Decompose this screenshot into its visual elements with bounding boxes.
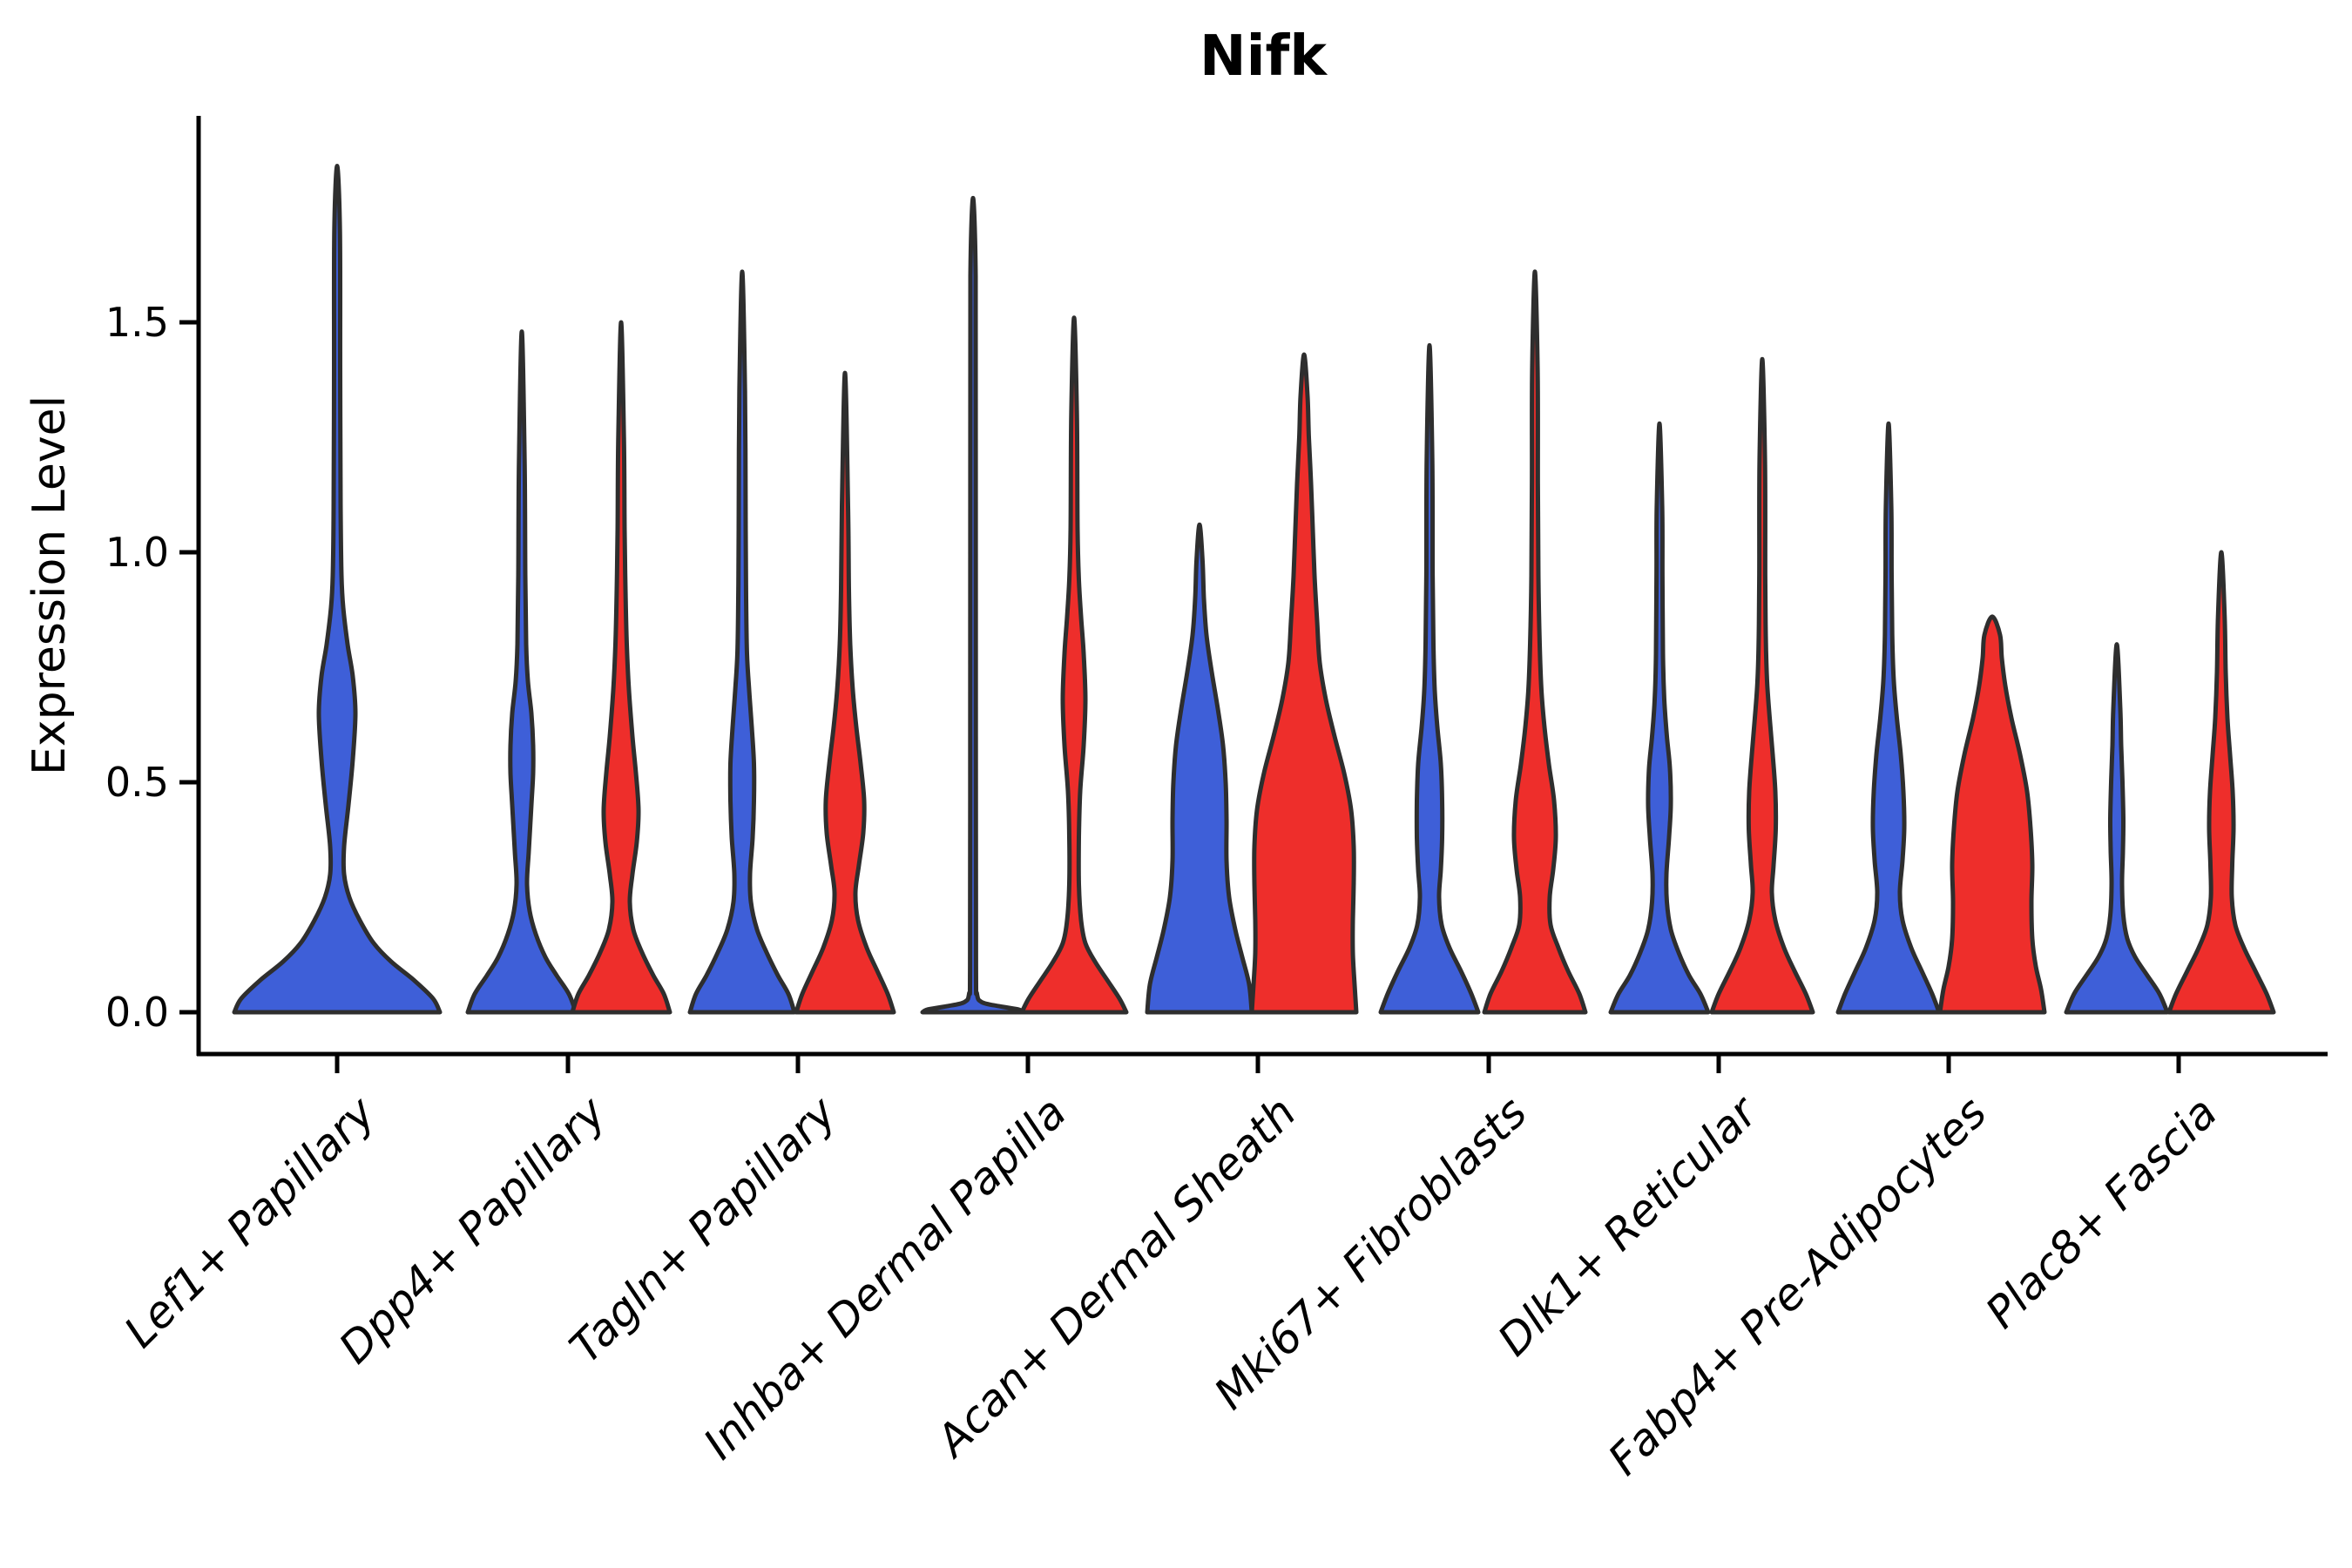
violin-blue xyxy=(1145,522,1254,1015)
y-axis-label: Expression Level xyxy=(24,395,76,775)
violin-blue xyxy=(465,329,578,1015)
y-tick-label: 1.0 xyxy=(105,529,169,576)
violin-red xyxy=(1709,356,1815,1015)
y-tick-label: 0.5 xyxy=(105,759,169,806)
y-tick-label: 0.0 xyxy=(105,989,169,1036)
violin-blue xyxy=(232,164,443,1015)
y-tick-label: 1.5 xyxy=(105,299,169,346)
violin-blue xyxy=(687,269,797,1015)
violin-blue xyxy=(2064,642,2170,1015)
violin-blue xyxy=(1835,421,1942,1015)
violin-red xyxy=(794,370,896,1015)
violin-red xyxy=(1019,315,1129,1015)
violin-red xyxy=(1482,269,1588,1015)
chart-title: Nifk xyxy=(1200,24,1327,89)
violin-red xyxy=(570,320,672,1015)
violin-blue xyxy=(920,195,1026,1015)
violin-red xyxy=(1249,352,1359,1015)
violin-red xyxy=(2166,550,2276,1015)
violin-blue xyxy=(1608,421,1711,1015)
violin-blue xyxy=(1378,342,1481,1015)
violin-red xyxy=(1937,614,2047,1015)
